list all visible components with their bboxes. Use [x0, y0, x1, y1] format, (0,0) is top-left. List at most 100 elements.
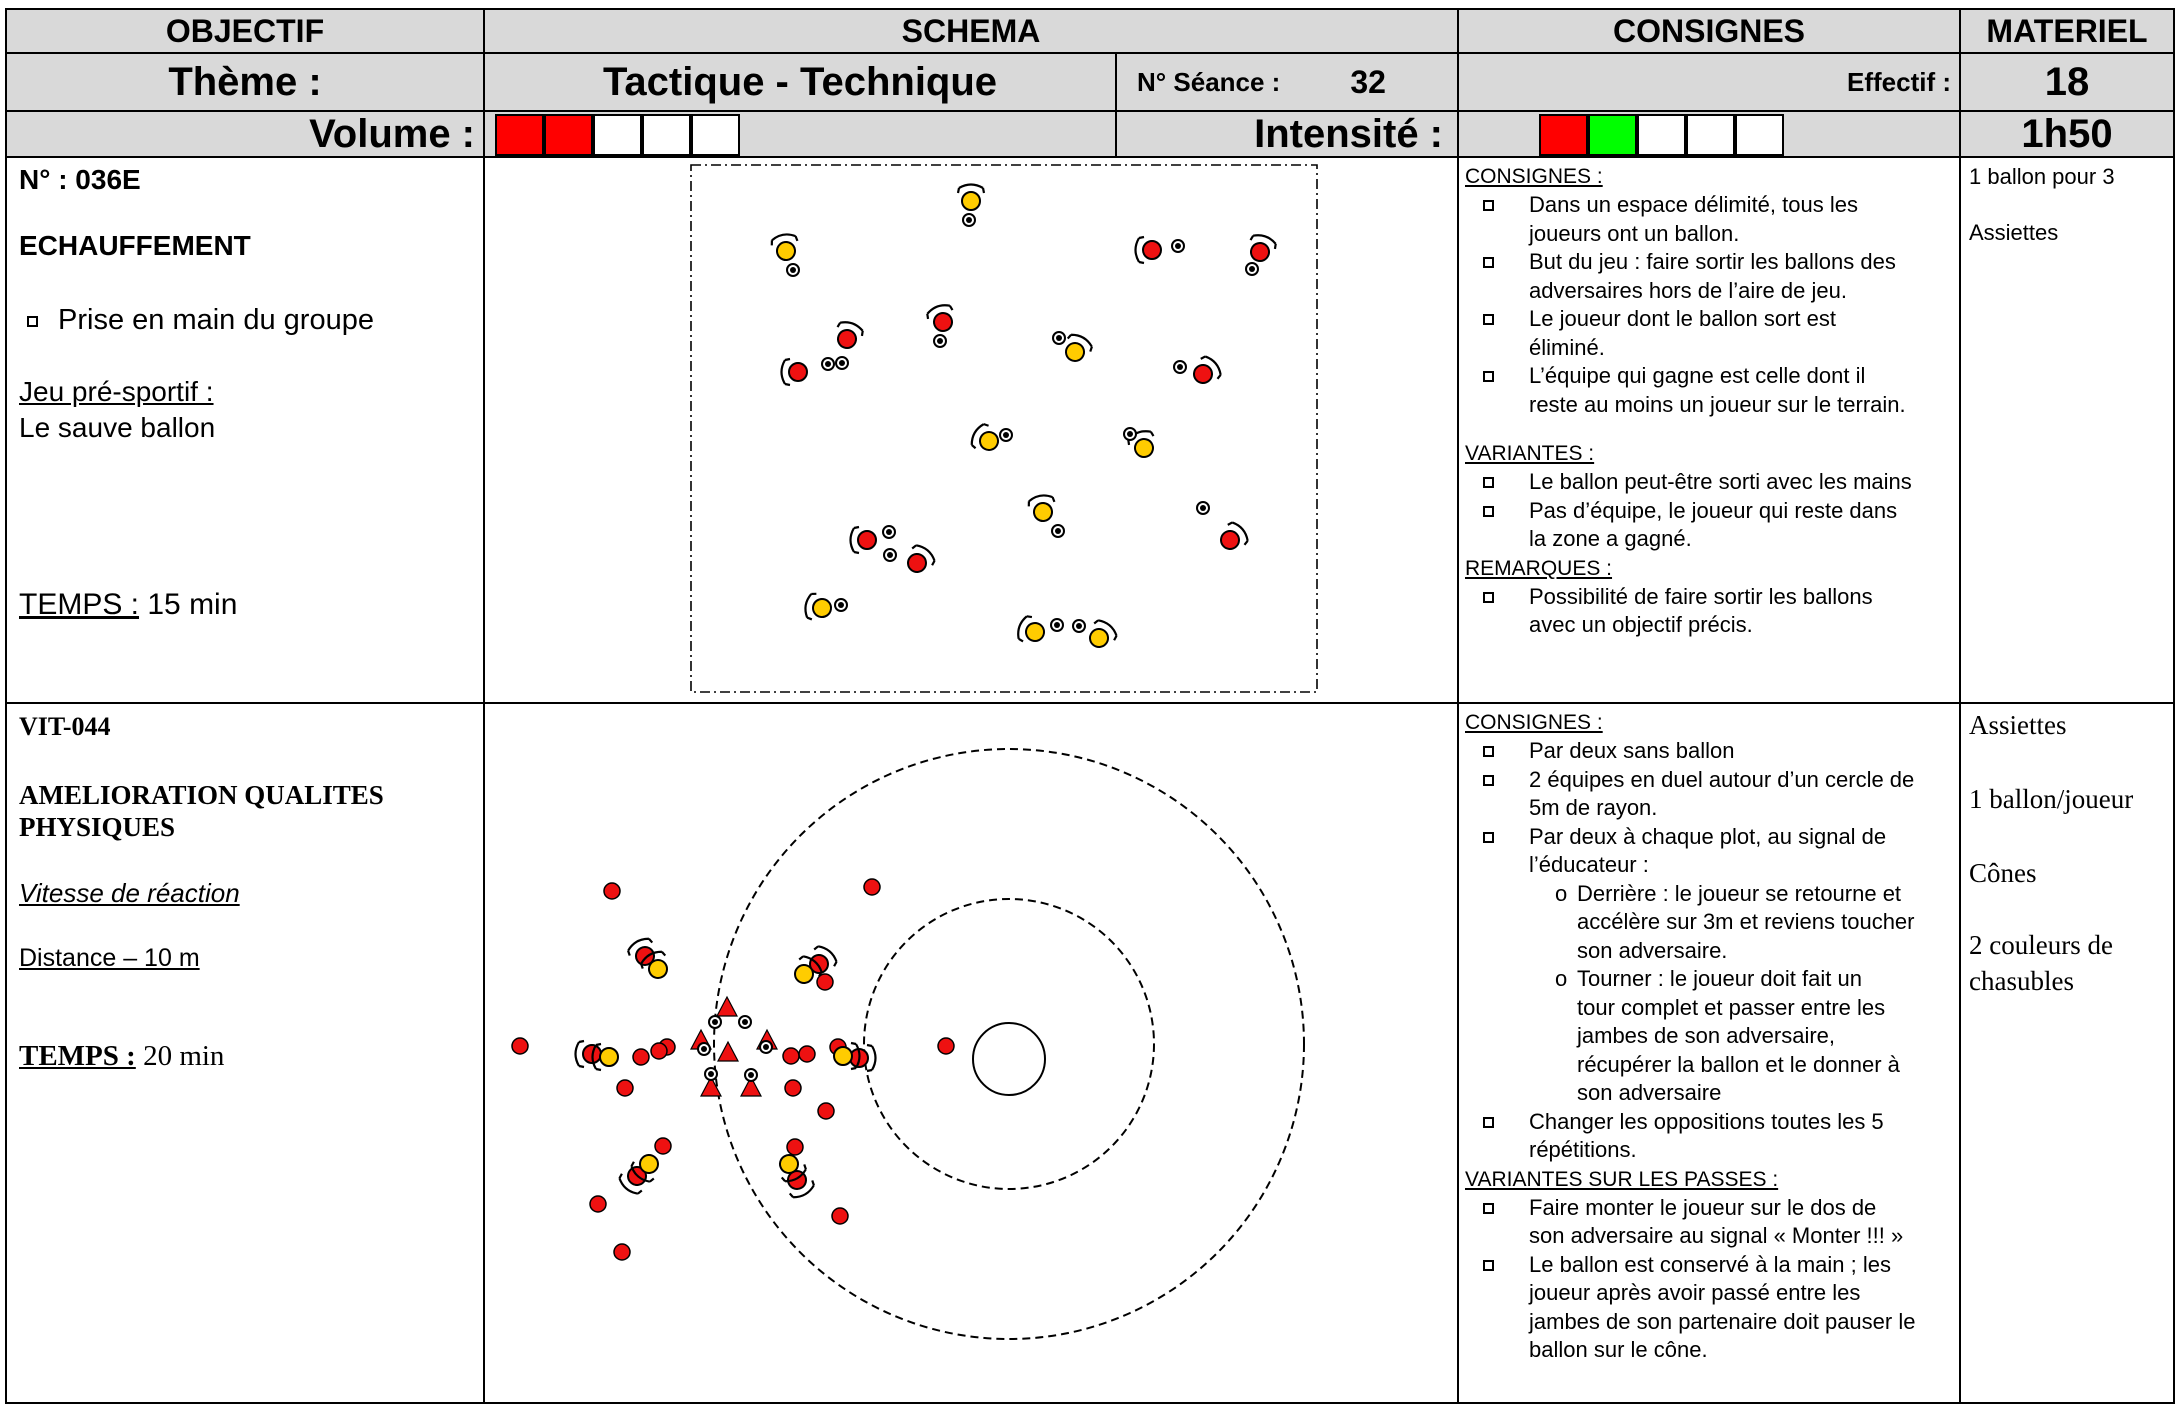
marker-dot-icon	[603, 882, 621, 900]
ball-center	[712, 1019, 718, 1025]
marker-dot-icon	[831, 1207, 849, 1225]
ball-icon	[962, 213, 976, 227]
marker-dot-icon	[654, 1137, 672, 1155]
list-item-line: son adversaire.	[1577, 937, 1728, 963]
checkbox-bullet-icon	[1483, 257, 1494, 268]
ex2-temps: TEMPS : 20 min	[19, 1040, 224, 1073]
ex1-schema-cell	[483, 156, 1459, 704]
volume-label: Volume :	[309, 111, 475, 156]
list-item: But du jeu : faire sortir les ballons de…	[1465, 248, 1959, 305]
volume-level-box	[691, 114, 740, 156]
player-icon	[1065, 333, 1093, 362]
player-body	[1089, 628, 1109, 648]
list-item-line: son adversaire	[1577, 1080, 1722, 1105]
effectif-value: 18	[2044, 59, 2090, 104]
checkbox-bullet-icon	[1483, 1259, 1494, 1271]
list-item-line: joueur après avoir passé entre les	[1529, 1280, 1861, 1305]
middle-circle	[863, 898, 1155, 1190]
list-item-line: la zone a gagné.	[1529, 526, 1692, 551]
intensite-scale-cell	[1457, 110, 1961, 158]
player-arms	[798, 955, 823, 977]
list-item-line: répétitions.	[1529, 1137, 1637, 1162]
player-icon	[804, 592, 832, 621]
ball-icon	[708, 1015, 722, 1029]
ball-icon	[1245, 262, 1259, 276]
marker-dot-icon	[511, 1037, 529, 1055]
checkbox-bullet-icon	[1483, 831, 1494, 843]
marker-dot-icon	[650, 1042, 668, 1060]
player-body	[639, 1154, 659, 1174]
player-arms	[640, 950, 667, 969]
player-arms	[1017, 615, 1033, 643]
volume-level-box	[593, 114, 642, 156]
list-item: 2 équipes en duel autour d’un cercle de 5…	[1465, 766, 1959, 823]
player-body	[907, 553, 927, 573]
ball-icon	[821, 357, 835, 371]
ball-center	[887, 552, 893, 558]
ex1-jeu-label: Jeu pré-sportif :	[19, 376, 214, 407]
ball-icon	[834, 598, 848, 612]
player-arms	[1200, 355, 1222, 380]
player-body	[1220, 530, 1240, 550]
list-item-line: Le ballon est conservé à la main ; les	[1529, 1251, 1891, 1277]
player-icon	[627, 937, 655, 966]
cone-icon	[740, 1075, 762, 1097]
ex1-bullet-item: Prise en main du groupe	[27, 304, 374, 337]
player-icon	[1249, 234, 1277, 262]
list-item-line: tour complet et passer entre les	[1577, 994, 1886, 1020]
player-arms	[574, 1039, 585, 1069]
player-icon	[849, 525, 877, 555]
intensite-level-box	[1539, 114, 1588, 156]
header-schema-text: SCHEMA	[901, 12, 1041, 49]
player-body	[812, 598, 832, 618]
circle-bullet-icon: o	[1555, 880, 1568, 906]
ball-icon	[744, 1068, 758, 1082]
list-item-line: Le ballon peut-être sorti avec les mains	[1529, 469, 1912, 494]
list-item-line: Par deux à chaque plot, au signal de	[1529, 823, 1887, 849]
ball-icon	[933, 334, 947, 348]
ball-icon	[1051, 524, 1065, 538]
checkbox-bullet-icon	[1483, 746, 1494, 757]
list-item: Le ballon est conservé à la main ; les jo…	[1465, 1251, 1959, 1365]
player-arms	[1066, 333, 1093, 352]
theme-label: Thème :	[168, 59, 322, 104]
player-body	[779, 1154, 799, 1174]
checkbox-bullet-icon	[1483, 371, 1494, 382]
ex1-materiel-item: Assiettes	[1969, 220, 2059, 245]
list-item: Par deux sans ballon	[1465, 737, 1959, 766]
ex2-subtitle: Vitesse de réaction	[19, 878, 240, 908]
player-icon	[640, 950, 668, 979]
player-arms	[813, 945, 838, 967]
cone-icon	[716, 995, 738, 1017]
player-body	[1025, 622, 1045, 642]
ex2-consignes-list: CONSIGNES : Par deux sans ballon 2 équipes…	[1465, 708, 1959, 1365]
ball-center	[701, 1046, 707, 1052]
theme-value: Tactique - Technique	[602, 59, 998, 104]
marker-dot-icon	[863, 878, 881, 896]
ex2-temps-label: TEMPS :	[19, 1040, 136, 1072]
player-icon	[770, 233, 799, 261]
player-arms	[970, 423, 989, 450]
player-arms	[1249, 234, 1277, 250]
marker-dot-icon	[937, 1037, 955, 1055]
header-consignes: CONSIGNES	[1457, 8, 1961, 54]
player-body	[794, 964, 814, 984]
ex2-materiel-item: Assiettes	[1969, 710, 2067, 740]
ex1-temps-label: TEMPS :	[19, 588, 140, 621]
list-item-line: l’éducateur :	[1529, 852, 1649, 877]
player-body	[979, 431, 999, 451]
marker-dot-icon	[782, 1047, 800, 1065]
volume-label-cell: Volume :	[5, 110, 485, 158]
ex2-diagram	[511, 748, 1305, 1340]
ex2-materiel-item: 1 ballon/joueur	[1969, 784, 2134, 814]
player-body	[648, 959, 668, 979]
ball-center	[1249, 266, 1255, 272]
ball-icon	[1123, 427, 1137, 441]
ex1-materiel-item: 1 ballon pour 3	[1969, 164, 2115, 189]
ball-icon	[1173, 360, 1187, 374]
player-arms	[591, 1042, 602, 1072]
ex2-distance: Distance – 10 m	[19, 944, 200, 972]
player-arms	[780, 357, 791, 387]
player-icon	[1134, 235, 1162, 265]
ex2-materiel-item: chasubles	[1969, 966, 2074, 996]
